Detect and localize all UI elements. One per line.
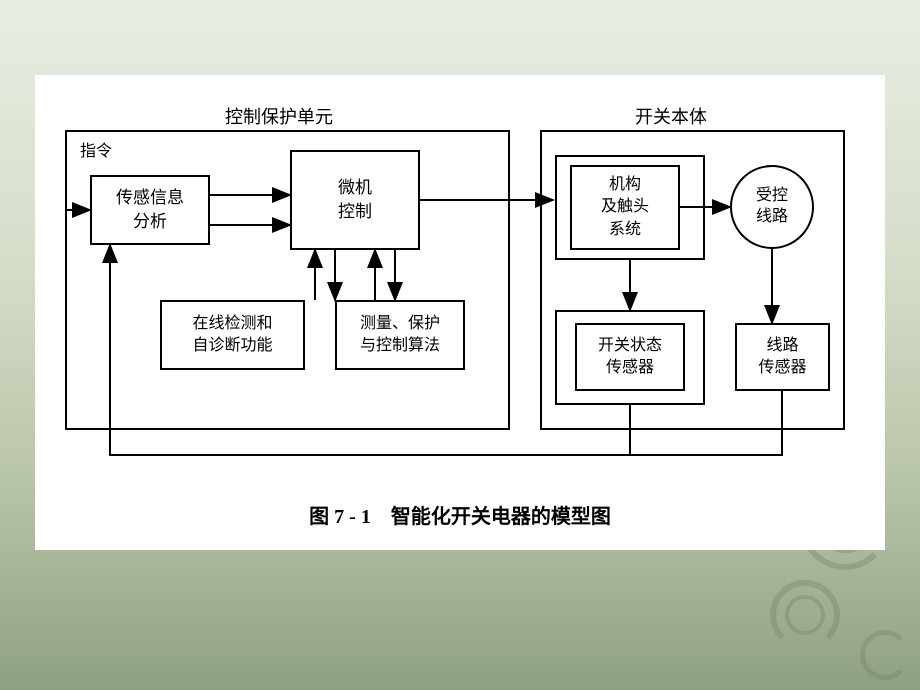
measure-protect-box: 测量、保护 与控制算法	[335, 300, 465, 370]
switch-sensor-box: 开关状态 传感器	[575, 323, 685, 391]
block-diagram: 控制保护单元 开关本体 指令 传感信息 分析 微机 控制 机构 及触头 系统 受…	[35, 75, 885, 550]
left-group-label: 控制保护单元	[225, 103, 333, 129]
line-sensor-box: 线路 传感器	[735, 323, 830, 391]
micro-control-box: 微机 控制	[290, 150, 420, 250]
sensor-analysis-box: 传感信息 分析	[90, 175, 210, 245]
diagram-panel: 控制保护单元 开关本体 指令 传感信息 分析 微机 控制 机构 及触头 系统 受…	[35, 75, 885, 550]
controlled-line-circle: 受控 线路	[730, 165, 814, 249]
online-detect-box: 在线检测和 自诊断功能	[160, 300, 305, 370]
right-group-label: 开关本体	[635, 103, 707, 129]
figure-caption: 图 7 - 1 智能化开关电器的模型图	[35, 500, 885, 529]
command-label: 指令	[80, 137, 112, 161]
mechanism-box: 机构 及触头 系统	[570, 165, 680, 250]
